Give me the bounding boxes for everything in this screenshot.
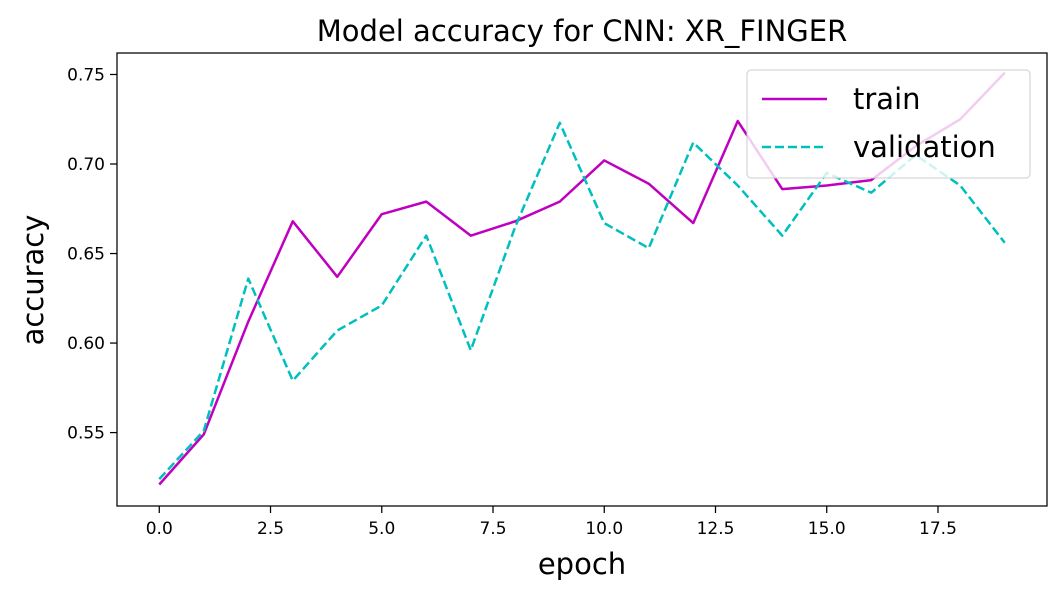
y-axis: 0.55 0.60 0.65 0.70 0.75 (67, 65, 117, 444)
legend: train validation (746, 69, 1031, 179)
chart-title: Model accuracy for CNN: XR_FINGER (317, 14, 847, 48)
x-tick-label: 15.0 (808, 519, 846, 539)
y-tick-label: 0.60 (67, 334, 105, 354)
legend-label-train: train (853, 82, 921, 116)
plot-frame (116, 52, 1048, 507)
y-tick-label: 0.65 (67, 245, 105, 265)
x-tick-label: 12.5 (697, 519, 735, 539)
y-tick-label: 0.75 (67, 65, 105, 85)
x-tick-label: 2.5 (257, 519, 284, 539)
y-tick-label: 0.70 (67, 155, 105, 175)
x-axis: 0.0 2.5 5.0 7.5 10.0 12.5 15.0 17.5 (146, 506, 957, 539)
series-line-train (158, 71, 1006, 486)
x-tick-label: 10.0 (585, 519, 623, 539)
series-layer (158, 71, 1006, 486)
x-axis-label: epoch (538, 547, 626, 581)
y-tick-label: 0.55 (67, 424, 105, 444)
x-tick-label: 7.5 (479, 519, 506, 539)
series-validation (158, 121, 1006, 480)
legend-label-validation: validation (853, 130, 996, 164)
series-train (158, 71, 1006, 486)
x-tick-label: 17.5 (919, 519, 957, 539)
x-tick-label: 5.0 (368, 519, 395, 539)
legend-box (746, 69, 1031, 179)
x-tick-label: 0.0 (146, 519, 173, 539)
series-line-validation (158, 121, 1006, 480)
y-axis-label: accuracy (16, 215, 50, 346)
